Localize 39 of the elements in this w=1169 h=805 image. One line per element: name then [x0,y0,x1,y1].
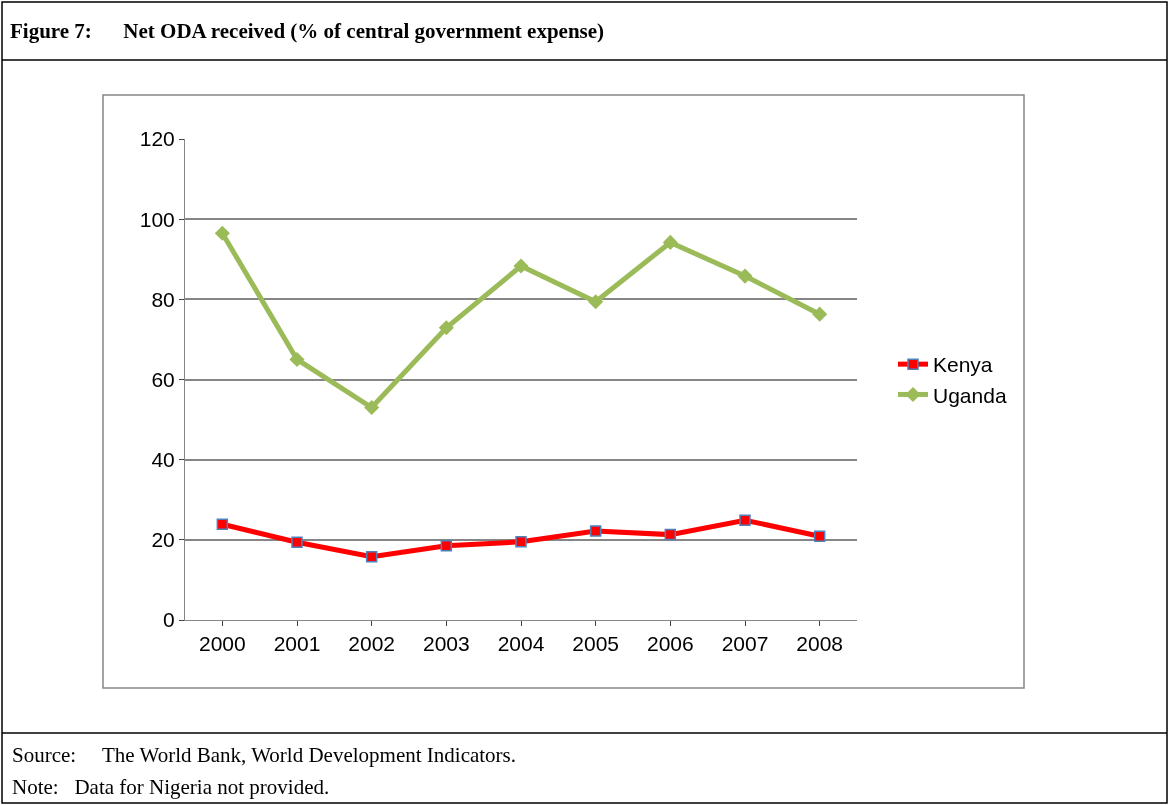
y-tick-label: 40 [151,448,175,472]
point [216,518,229,530]
chart-title: Figure 7: Net ODA received (% of central government expense) [10,19,605,44]
legend-label: Uganda [933,383,1007,407]
x-tick-label: 2008 [796,632,844,656]
y-tick-label: 100 [139,207,175,231]
point [365,550,378,563]
point [588,294,603,309]
point [215,225,230,241]
point [813,530,826,542]
point [513,258,529,274]
point [289,352,305,367]
x-tick-label: 2001 [273,632,321,656]
text: Note: Data for Nigeria not provided. [12,775,330,799]
point [439,320,454,336]
point [663,235,678,250]
y-tick-label: 0 [163,608,175,632]
x-tick-label: 2005 [572,632,620,656]
x-tick-label: 2002 [348,632,396,656]
x-tick-label: 2004 [497,632,545,656]
point [364,400,379,415]
x-tick-label: 2000 [198,632,246,656]
source-note: Source: The World Bank, World Development Indicators. [12,743,517,767]
point [664,528,677,541]
legend-label: Kenya [933,353,993,377]
x-tick-label: 2006 [646,632,694,656]
y-tick-label: 20 [151,528,175,552]
x-tick-label: 2007 [721,632,769,656]
point [739,514,751,526]
point [515,536,527,548]
point [737,268,753,284]
point [812,306,827,322]
point [589,525,602,537]
x-tick-label: 2003 [422,632,470,656]
point [440,540,453,552]
y-tick-label: 120 [139,127,175,151]
point [291,536,303,548]
y-tick-label: 60 [151,367,175,391]
y-tick-label: 80 [151,287,175,311]
